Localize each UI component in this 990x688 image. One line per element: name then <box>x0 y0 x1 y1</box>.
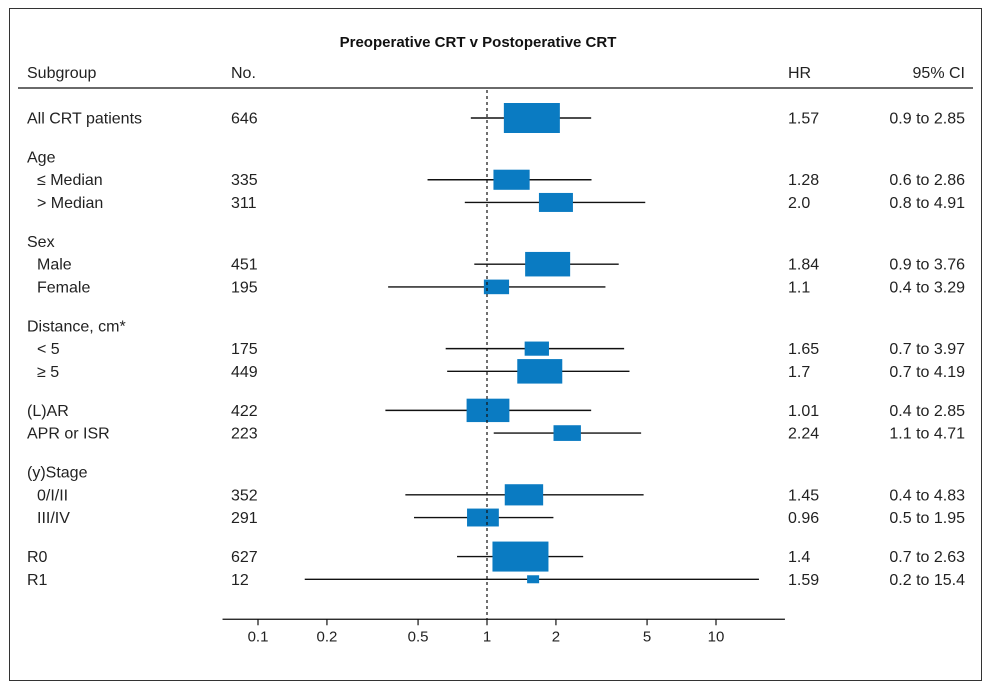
hazard-ratio-value: 1.45 <box>788 487 819 504</box>
x-axis-ticks: 0.1 0.2 0.5 1 2 5 10 <box>248 619 725 645</box>
patient-count: 451 <box>231 257 258 274</box>
patient-count: 449 <box>231 364 258 381</box>
confidence-interval-value: 0.7 to 4.19 <box>889 364 965 381</box>
subgroup-label: 0/I/II <box>37 487 68 504</box>
hazard-ratio-box <box>492 541 549 572</box>
hazard-ratio-value: 1.7 <box>788 364 810 381</box>
patient-count: 352 <box>231 487 258 504</box>
subgroup-label: ≥ 5 <box>37 364 59 381</box>
subgroup-label: Male <box>37 257 72 274</box>
hazard-ratio-value: 2.0 <box>788 195 810 212</box>
hazard-ratio-box <box>553 425 581 441</box>
subgroup-label: R1 <box>27 572 48 589</box>
subgroup-header: Distance, cm* <box>27 318 126 335</box>
confidence-interval-value: 0.7 to 2.63 <box>889 549 965 566</box>
x-tick-label: 10 <box>708 628 725 645</box>
hazard-ratio-box <box>493 169 530 190</box>
patient-count: 422 <box>231 403 258 420</box>
patient-count: 12 <box>231 572 249 589</box>
patient-count: 311 <box>231 195 257 212</box>
hazard-ratio-box <box>466 398 510 423</box>
hazard-ratio-box <box>483 279 510 295</box>
chart-title: Preoperative CRT v Postoperative CRT <box>340 34 617 51</box>
hazard-ratio-box <box>517 359 563 384</box>
hazard-ratio-box <box>503 103 560 133</box>
forest-rows: All CRT patients 646 1.57 0.9 to 2.85 Age ≤ M… <box>27 103 965 589</box>
confidence-interval-value: 0.7 to 3.97 <box>889 341 965 358</box>
patient-count: 291 <box>231 510 258 527</box>
hazard-ratio-box <box>524 341 549 356</box>
x-tick-label: 5 <box>643 628 651 645</box>
hazard-ratio-value: 1.84 <box>788 257 819 274</box>
subgroup-label: R0 <box>27 549 48 566</box>
subgroup-header: (y)Stage <box>27 465 88 482</box>
confidence-interval-value: 0.4 to 3.29 <box>889 279 965 296</box>
column-header-ci: 95% CI <box>913 65 965 82</box>
hazard-ratio-value: 0.96 <box>788 510 819 527</box>
confidence-interval-value: 0.4 to 4.83 <box>889 487 965 504</box>
subgroup-label: III/IV <box>37 510 70 527</box>
confidence-interval-value: 1.1 to 4.71 <box>889 426 965 443</box>
confidence-interval-value: 0.5 to 1.95 <box>889 510 965 527</box>
subgroup-label: APR or ISR <box>27 426 110 443</box>
subgroup-header: Age <box>27 150 56 167</box>
patient-count: 646 <box>231 111 258 128</box>
subgroup-label: (L)AR <box>27 403 69 420</box>
hazard-ratio-value: 2.24 <box>788 426 819 443</box>
hazard-ratio-value: 1.4 <box>788 549 810 566</box>
subgroup-label: < 5 <box>37 341 60 358</box>
hazard-ratio-value: 1.01 <box>788 403 819 420</box>
patient-count: 335 <box>231 172 258 189</box>
hazard-ratio-box <box>538 192 573 212</box>
column-header-hr: HR <box>788 65 811 82</box>
x-tick-label: 0.5 <box>408 628 429 645</box>
subgroup-label: Female <box>37 279 90 296</box>
hazard-ratio-value: 1.65 <box>788 341 819 358</box>
x-tick-label: 1 <box>483 628 491 645</box>
subgroup-label: All CRT patients <box>27 111 142 128</box>
patient-count: 223 <box>231 426 258 443</box>
patient-count: 195 <box>231 279 258 296</box>
hazard-ratio-box <box>467 508 499 527</box>
subgroup-label: ≤ Median <box>37 172 103 189</box>
patient-count: 627 <box>231 549 258 566</box>
confidence-interval-value: 0.9 to 2.85 <box>889 111 965 128</box>
hazard-ratio-box <box>527 575 540 584</box>
figure-border <box>9 8 982 681</box>
hazard-ratio-value: 1.59 <box>788 572 819 589</box>
confidence-interval-value: 0.4 to 2.85 <box>889 403 965 420</box>
subgroup-label: > Median <box>37 195 103 212</box>
hazard-ratio-value: 1.28 <box>788 172 819 189</box>
x-tick-label: 0.2 <box>317 628 338 645</box>
hazard-ratio-box <box>525 251 571 277</box>
x-tick-label: 0.1 <box>248 628 269 645</box>
hazard-ratio-box <box>504 484 544 506</box>
confidence-interval-value: 0.8 to 4.91 <box>889 195 965 212</box>
hazard-ratio-value: 1.1 <box>788 279 810 296</box>
hazard-ratio-value: 1.57 <box>788 111 819 128</box>
column-header-subgroup: Subgroup <box>27 65 96 82</box>
column-header-no: No. <box>231 65 256 82</box>
patient-count: 175 <box>231 341 258 358</box>
confidence-interval-value: 0.9 to 3.76 <box>889 257 965 274</box>
confidence-interval-value: 0.2 to 15.4 <box>889 572 965 589</box>
x-tick-label: 2 <box>552 628 560 645</box>
confidence-interval-value: 0.6 to 2.86 <box>889 172 965 189</box>
subgroup-header: Sex <box>27 234 55 251</box>
